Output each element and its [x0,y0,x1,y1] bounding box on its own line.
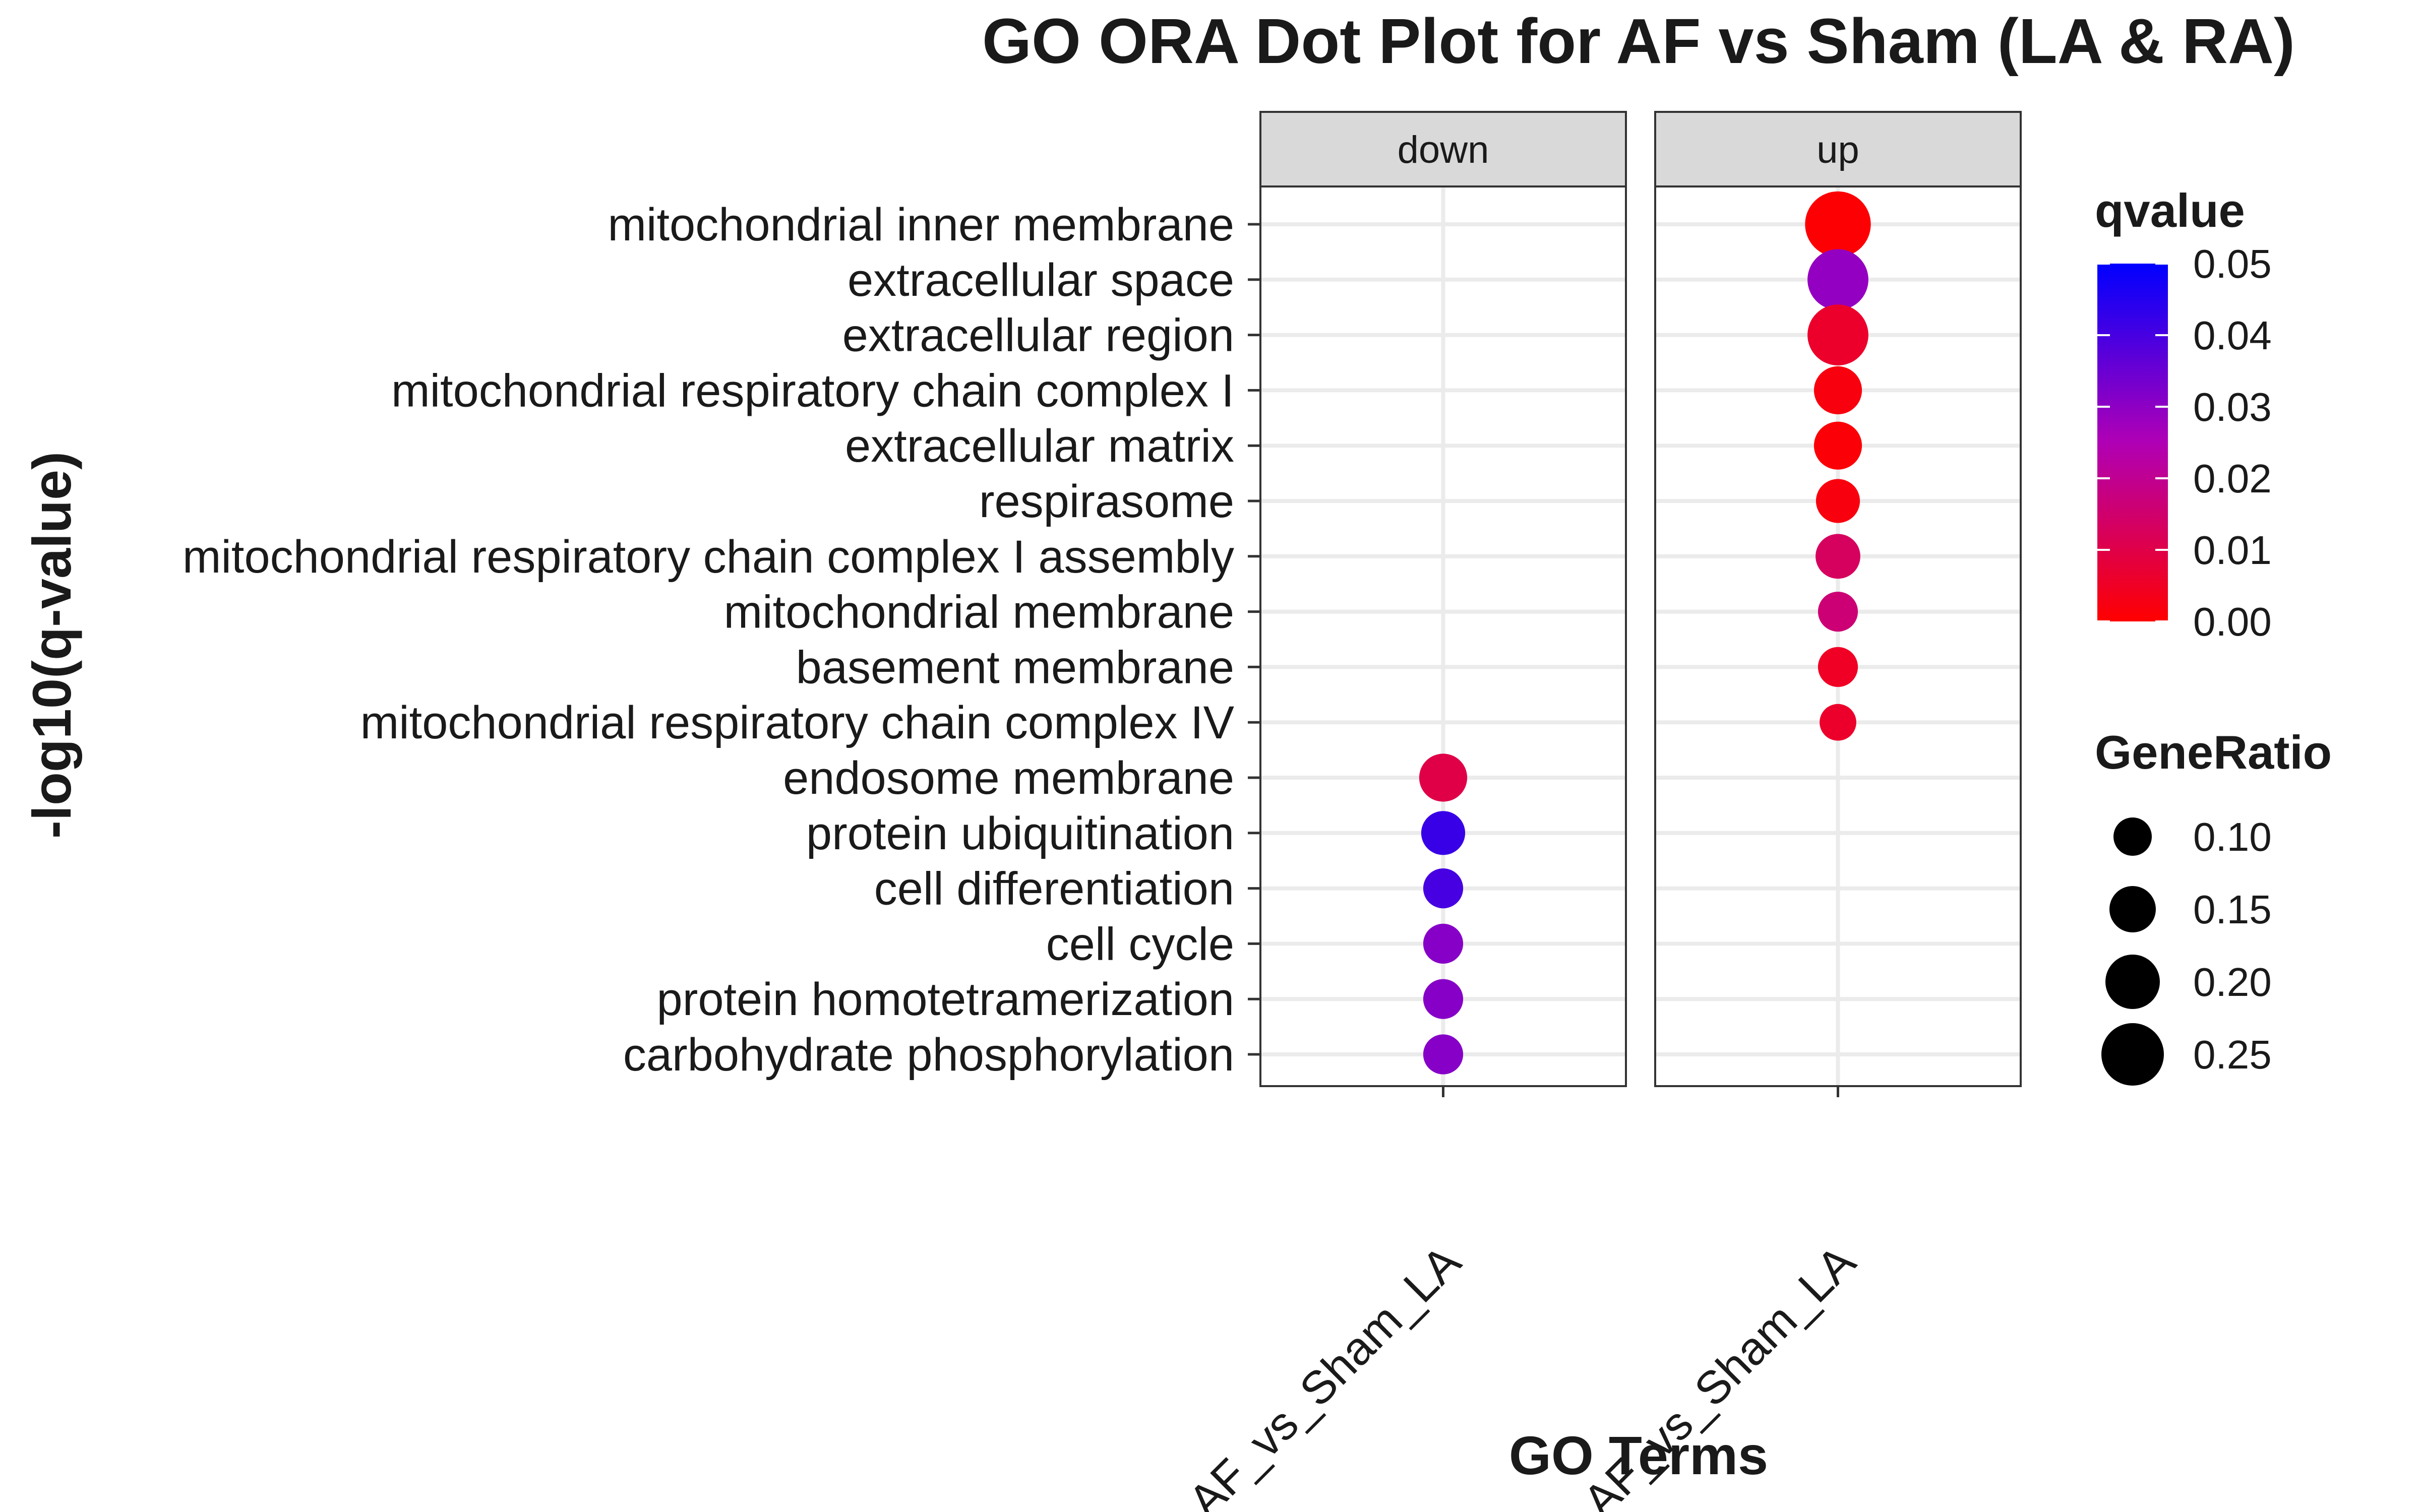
facet-panels: down up [1259,111,2022,1087]
x-tick-label: AF_vs_Sham_LA [1179,1236,1471,1512]
facet-label-up: up [1817,129,1859,171]
size-legend-dot [2105,955,2160,1009]
y-tick-label: mitochondrial respiratory chain complex … [391,365,1234,416]
data-point [1423,1034,1464,1075]
data-point [1423,868,1464,909]
data-point [1423,923,1464,964]
qvalue-legend-label: 0.03 [2193,385,2272,429]
data-point [1818,592,1858,632]
y-tick-label: extracellular matrix [845,420,1234,472]
generatio-legend-label: 0.10 [2193,814,2272,859]
qvalue-legend-label: 0.04 [2193,313,2272,358]
data-point [1813,421,1862,470]
generatio-legend-label: 0.15 [2193,887,2272,932]
qvalue-legend-label: 0.00 [2193,599,2272,644]
data-point [1805,191,1871,258]
y-tick-label: cell differentiation [874,863,1234,915]
y-tick-label: protein ubiquitination [806,808,1234,859]
generatio-legend-title: GeneRatio [2095,726,2332,779]
data-point [1816,534,1860,579]
data-point [1423,979,1464,1019]
data-point [1820,704,1856,741]
chart-title: GO ORA Dot Plot for AF vs Sham (LA & RA) [982,6,2295,77]
data-point [1419,753,1468,802]
data-point [1813,366,1862,415]
data-point [1421,811,1466,855]
size-legend-dot [2113,817,2152,856]
qvalue-colorbar [2097,264,2168,621]
qvalue-legend-label: 0.05 [2193,241,2272,286]
generatio-legend-label: 0.25 [2193,1032,2272,1077]
facet-strip-down [1259,111,1627,188]
y-tick-label: protein homotetramerization [657,974,1234,1025]
data-point [1807,304,1868,365]
y-tick-label: mitochondrial membrane [724,587,1234,638]
data-point [1807,249,1868,310]
generatio-legend: GeneRatio 0.10 0.15 0.20 0.25 [2095,726,2332,1086]
size-legend-dot [2109,886,2156,932]
y-tick-label: extracellular space [848,255,1234,306]
x-axis-title: GO Terms [1509,1425,1768,1486]
y-axis-ticks: mitochondrial inner membraneextracellula… [183,199,1260,1081]
qvalue-legend-label: 0.02 [2193,456,2272,501]
y-axis-title: -log10(q-value) [21,452,82,839]
generatio-legend-label: 0.20 [2193,960,2272,1004]
size-legend-dot [2101,1023,2164,1086]
y-tick-label: mitochondrial respiratory chain complex … [183,531,1234,583]
y-tick-label: respirasome [979,476,1234,527]
data-point [1818,647,1858,687]
y-tick-label: basement membrane [796,642,1234,693]
y-tick-label: endosome membrane [783,752,1234,804]
facet-label-down: down [1398,129,1489,171]
y-tick-label: extracellular region [842,310,1234,361]
qvalue-legend-title: qvalue [2095,184,2245,237]
data-point [1816,479,1860,523]
y-tick-label: cell cycle [1046,918,1234,970]
y-tick-label: mitochondrial inner membrane [608,199,1234,250]
qvalue-legend: qvalue 0.00 0.01 0.02 0.03 0.04 0.05 [2095,184,2272,644]
qvalue-legend-label: 0.01 [2193,528,2272,573]
y-tick-label: mitochondrial respiratory chain complex … [360,697,1234,748]
y-tick-label: carbohydrate phosphorylation [623,1029,1234,1081]
